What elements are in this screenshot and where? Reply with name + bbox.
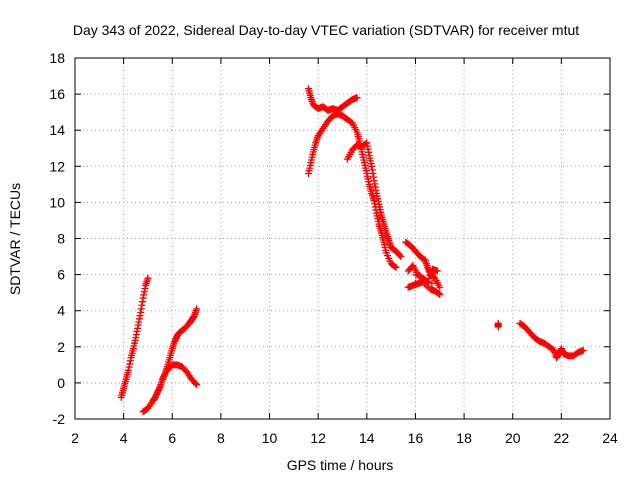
y-axis-label: SDTVAR / TECUs bbox=[7, 183, 23, 295]
data-point bbox=[193, 305, 201, 313]
x-tick-label: 2 bbox=[71, 430, 79, 446]
series-s6 bbox=[343, 139, 405, 261]
x-tick-labels: 2 4 6 8 10 12 14 16 18 20 22 24 bbox=[71, 430, 618, 446]
x-tick-label: 10 bbox=[262, 430, 278, 446]
data-point bbox=[436, 283, 444, 291]
series-s3 bbox=[163, 361, 201, 389]
x-tick-label: 6 bbox=[168, 430, 176, 446]
series-s5 bbox=[304, 110, 400, 271]
y-tick-labels: -2 0 2 4 6 8 10 12 14 16 18 bbox=[49, 50, 65, 427]
data-point bbox=[494, 323, 502, 331]
x-tick-label: 22 bbox=[554, 430, 570, 446]
data-point bbox=[392, 263, 400, 271]
series-s7 bbox=[402, 238, 444, 298]
data-point bbox=[193, 381, 201, 389]
y-tick-label: 8 bbox=[57, 231, 65, 247]
x-tick-label: 8 bbox=[217, 430, 225, 446]
x-axis-label: GPS time / hours bbox=[287, 457, 394, 473]
y-tick-label: 10 bbox=[49, 194, 65, 210]
y-tick-label: 2 bbox=[57, 339, 65, 355]
plot-frame bbox=[74, 57, 611, 420]
data-point bbox=[397, 253, 405, 261]
y-tick-label: 14 bbox=[49, 122, 65, 138]
y-tick-label: 12 bbox=[49, 158, 65, 174]
x-tick-label: 24 bbox=[602, 430, 618, 446]
x-tick-label: 12 bbox=[310, 430, 326, 446]
y-tick-label: -2 bbox=[53, 411, 66, 427]
data-point bbox=[191, 379, 199, 387]
data-point bbox=[435, 290, 443, 298]
series-s4 bbox=[304, 85, 361, 114]
series-s1 bbox=[117, 274, 152, 401]
data-point bbox=[425, 275, 433, 283]
grid bbox=[75, 58, 610, 419]
data-point bbox=[579, 346, 587, 354]
data-point bbox=[396, 251, 404, 259]
data-point bbox=[436, 290, 444, 298]
data-points bbox=[117, 85, 587, 416]
x-tick-label: 16 bbox=[408, 430, 424, 446]
data-point bbox=[428, 279, 436, 287]
y-tick-label: 6 bbox=[57, 267, 65, 283]
y-tick-label: 4 bbox=[57, 303, 65, 319]
data-point bbox=[391, 262, 399, 270]
x-tick-label: 4 bbox=[120, 430, 128, 446]
data-point bbox=[353, 94, 361, 102]
series-s2 bbox=[139, 305, 201, 416]
data-point bbox=[433, 267, 441, 275]
series-s9 bbox=[516, 319, 587, 362]
y-tick-label: 16 bbox=[49, 86, 65, 102]
chart-title: Day 343 of 2022, Sidereal Day-to-day VTE… bbox=[73, 22, 579, 38]
x-tick-label: 18 bbox=[456, 430, 472, 446]
series-s8 bbox=[494, 319, 502, 331]
data-point bbox=[144, 274, 152, 282]
data-point bbox=[426, 271, 434, 279]
x-tick-label: 20 bbox=[505, 430, 521, 446]
y-tick-label: 18 bbox=[49, 50, 65, 66]
y-tick-label: 0 bbox=[57, 375, 65, 391]
x-tick-label: 14 bbox=[359, 430, 375, 446]
data-point bbox=[430, 273, 438, 281]
